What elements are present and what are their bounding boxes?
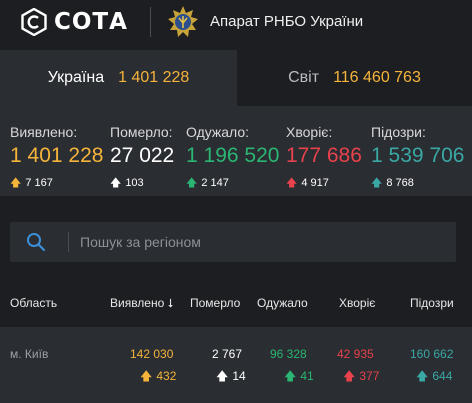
row-died-delta: 🡅 14 [216,367,246,388]
table-header: Область Виявлено ⭣ Померло Одужало Хворі… [0,284,472,324]
arrow-up-icon: 🡅 [371,177,383,189]
tab-world-value: 116 460 763 [333,69,421,86]
stat-recovered-label: Одужало: [186,124,250,140]
column-header-recovered[interactable]: Одужало [257,296,308,310]
column-header-sick[interactable]: Хворіє [339,296,376,310]
stat-suspected-delta: 🡅 8 768 [371,174,464,193]
stat-detected-delta: 🡅 7 167 [10,174,103,193]
search-divider [68,232,69,252]
stat-detected-label: Виявлено: [10,124,78,140]
tab-ukraine-value: 1 401 228 [118,69,190,86]
stat-suspected-value: 1 539 706 [371,144,465,167]
arrow-up-icon: 🡅 [343,369,356,383]
arrow-up-icon: 🡅 [416,369,429,383]
arrow-up-icon: 🡅 [284,369,297,383]
stat-detected: Виявлено: 1 401 228 🡅 7 167 [10,124,103,193]
search-box[interactable] [10,222,456,262]
stat-sick-delta: 🡅 4 917 [286,174,362,193]
sota-logo[interactable]: СОТА [20,8,128,36]
tab-ukraine-label: Україна [47,69,105,86]
column-header-region[interactable]: Область [10,296,58,310]
stat-died-label: Померло: [110,124,173,140]
stat-died: Померло: 27 022 🡅 103 [110,124,174,193]
stat-suspected: Підозри: 1 539 706 🡅 8 768 [371,124,464,193]
stat-sick: Хворіє: 177 686 🡅 4 917 [286,124,362,193]
tab-ukraine[interactable]: Україна 1 401 228 [0,50,237,106]
arrow-up-icon: 🡅 [216,369,229,383]
stat-recovered: Одужало: 1 196 520 🡅 2 147 [186,124,279,193]
search-area [0,196,472,284]
rnbo-emblem-icon [166,5,200,44]
stat-detected-value: 1 401 228 [10,144,104,167]
stat-died-value: 27 022 [110,144,175,167]
sort-down-arrow-icon: ⭣ [167,296,174,310]
stat-suspected-label: Підозри: [371,124,426,140]
arrow-up-icon: 🡅 [286,177,298,189]
row-detected-delta: 🡅 432 [140,367,176,388]
top-bar: СОТА Апарат РНБО України [0,0,472,46]
arrow-up-icon: 🡅 [186,177,198,189]
stats-panel: Виявлено: 1 401 228 🡅 7 167 Померло: 27 0… [0,106,472,196]
row-suspected: 160 662 [410,347,454,361]
row-sick-delta: 🡅 377 [343,367,379,388]
row-region: м. Київ [10,347,49,361]
row-died: 2 767 [212,347,243,361]
agency-name: Апарат РНБО України [210,13,364,30]
stat-sick-value: 177 686 [286,144,362,167]
region-tabs: Україна 1 401 228 Світ 116 460 763 [0,50,472,106]
tab-world[interactable]: Світ 116 460 763 [237,50,472,106]
column-header-suspected[interactable]: Підозри [410,296,454,310]
row-suspected-delta: 🡅 644 [416,367,452,388]
header-divider [150,7,151,37]
column-header-detected[interactable]: Виявлено ⭣ [110,296,174,310]
stat-sick-label: Хворіє: [286,124,333,140]
arrow-up-icon: 🡅 [10,177,22,189]
stat-recovered-value: 1 196 520 [186,144,280,167]
search-input[interactable] [80,232,440,252]
stat-recovered-delta: 🡅 2 147 [186,174,279,193]
logo-text: СОТА [54,9,128,35]
sota-hexagon-icon [21,8,47,36]
row-detected: 142 030 [130,347,174,361]
stat-died-delta: 🡅 103 [110,174,174,193]
arrow-up-icon: 🡅 [140,369,153,383]
row-sick: 42 935 [337,347,374,361]
table-row[interactable]: м. Київ 142 030 🡅 432 2 767 🡅 14 96 328 🡅 4… [0,327,472,403]
arrow-up-icon: 🡅 [110,177,122,189]
tab-world-label: Світ [288,69,320,86]
row-recovered-delta: 🡅 41 [284,367,314,388]
column-header-died[interactable]: Померло [190,296,241,310]
search-icon[interactable] [26,232,46,257]
row-recovered: 96 328 [270,347,307,361]
